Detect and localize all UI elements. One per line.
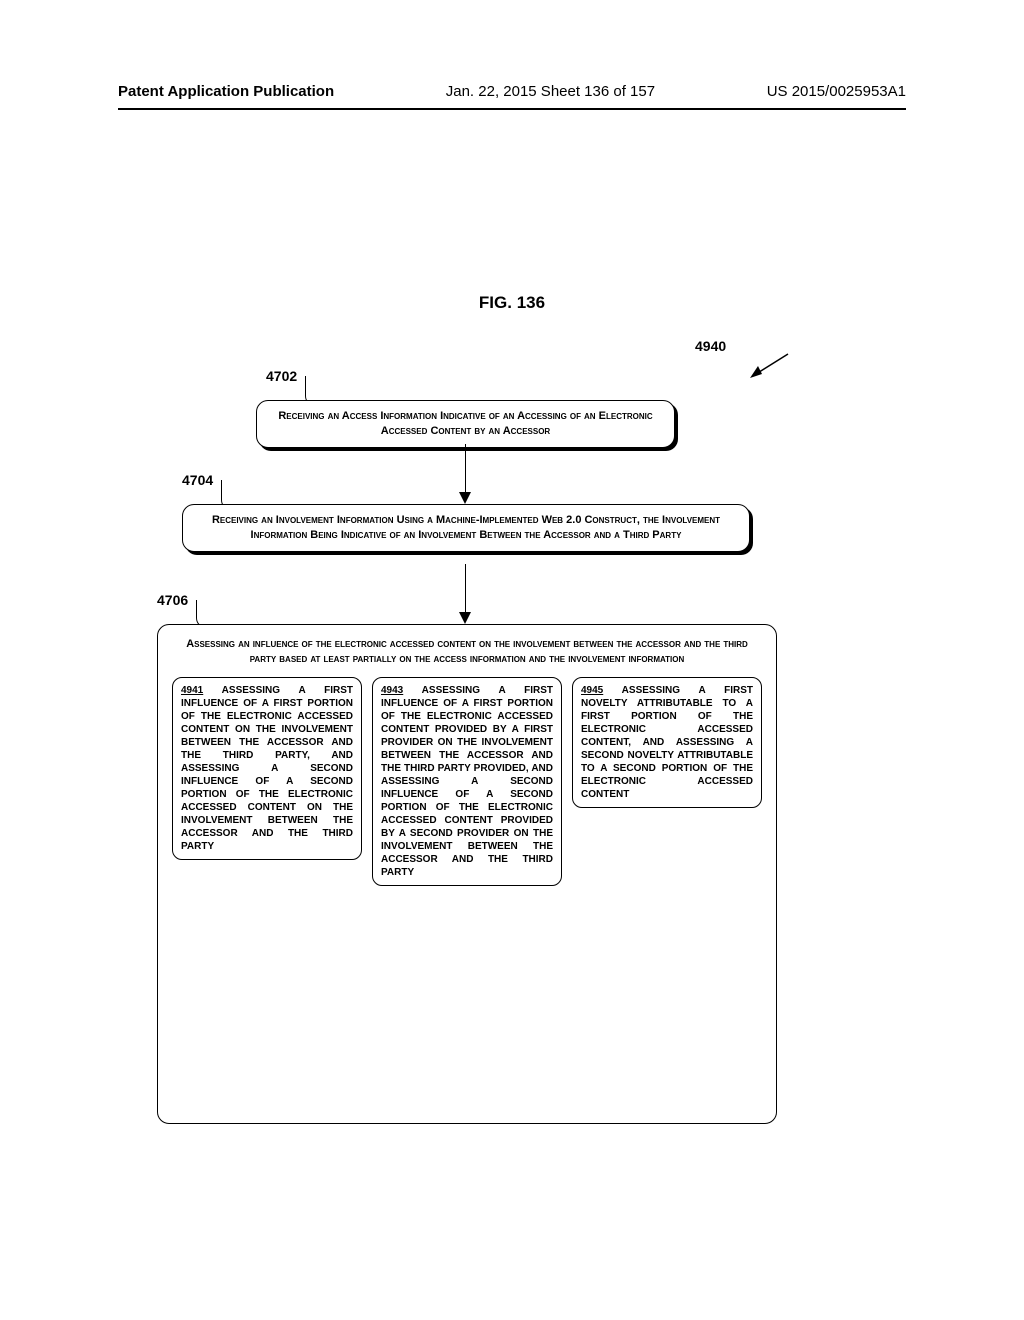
header-rule	[118, 108, 906, 110]
label-4702: 4702	[266, 368, 297, 384]
sub-box-4943: 4943 Assessing a first influence of a fi…	[372, 677, 562, 886]
box-4706: Assessing an influence of the electronic…	[157, 624, 777, 1124]
box-4706-heading: Assessing an influence of the electronic…	[172, 635, 762, 677]
page-header: Patent Application Publication Jan. 22, …	[118, 83, 906, 100]
box-4702-text: Receiving an Access Information Indicati…	[257, 401, 674, 447]
arrowhead-4702-4704	[459, 492, 471, 504]
sub-num-4945: 4945	[581, 685, 603, 696]
header-right: US 2015/0025953A1	[767, 83, 906, 100]
header-left: Patent Application Publication	[118, 83, 334, 100]
sub-box-4945: 4945 Assessing a first novelty attributa…	[572, 677, 762, 808]
sub-num-4941: 4941	[181, 685, 203, 696]
sub-text-4943: Assessing a first influence of a first p…	[381, 685, 553, 878]
connector-4702-4704	[465, 444, 466, 494]
sub-text-4941: Assessing a first influence of a first p…	[181, 685, 353, 852]
label-4704: 4704	[182, 472, 213, 488]
figure-title: FIG. 136	[0, 293, 1024, 313]
label-4706: 4706	[157, 592, 188, 608]
sub-box-4941: 4941 Assessing a first influence of a fi…	[172, 677, 362, 860]
arrowhead-4704-4706	[459, 612, 471, 624]
connector-4704-4706	[465, 564, 466, 614]
arrow-4940	[748, 350, 798, 380]
box-4704-text: Receiving an Involvement Information Usi…	[183, 505, 749, 551]
sub-text-4945: Assessing a first novelty attributable t…	[581, 685, 753, 800]
box-4702: Receiving an Access Information Indicati…	[256, 400, 675, 448]
label-4940: 4940	[695, 338, 726, 354]
header-center: Jan. 22, 2015 Sheet 136 of 157	[446, 83, 655, 100]
box-4704: Receiving an Involvement Information Usi…	[182, 504, 750, 552]
sub-num-4943: 4943	[381, 685, 403, 696]
